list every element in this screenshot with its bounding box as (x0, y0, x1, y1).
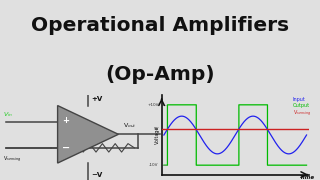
Text: Input: Input (293, 97, 306, 102)
Text: (Op-Amp): (Op-Amp) (105, 65, 215, 84)
Text: 5V: 5V (153, 127, 159, 131)
Text: Time: Time (300, 175, 315, 180)
Polygon shape (58, 105, 118, 163)
Text: +V: +V (91, 96, 102, 102)
Text: V$_{sensing}$: V$_{sensing}$ (293, 109, 311, 119)
Text: +10V: +10V (147, 103, 159, 107)
Text: V$_{sensing}$: V$_{sensing}$ (3, 155, 21, 165)
Text: Output: Output (293, 103, 310, 108)
Text: Voltage: Voltage (155, 126, 160, 144)
Text: V$_{out}$: V$_{out}$ (123, 121, 137, 130)
Text: −V: −V (91, 172, 102, 178)
Text: −: − (61, 143, 70, 153)
Text: -10V: -10V (149, 163, 159, 167)
Text: V$_{in}$: V$_{in}$ (3, 110, 13, 119)
Text: Operational Amplifiers: Operational Amplifiers (31, 16, 289, 35)
Text: +: + (62, 116, 69, 125)
